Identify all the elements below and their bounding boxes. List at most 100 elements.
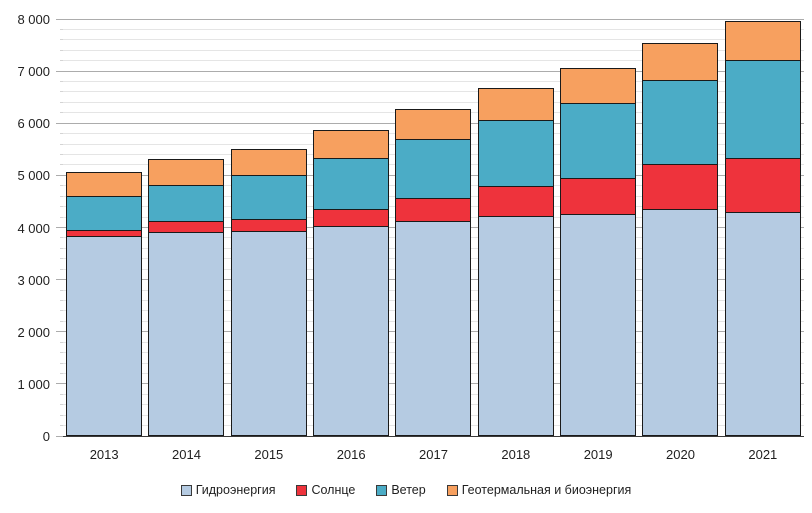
major-tick-0 <box>56 435 63 437</box>
minor-tick-6200 <box>59 112 63 114</box>
minor-tick-5400 <box>59 154 63 156</box>
x-axis-label-2018: 2018 <box>501 447 531 462</box>
minor-gridline-6400 <box>63 101 804 103</box>
minor-tick-4600 <box>59 195 63 197</box>
y-axis-label-4000: 4 000 <box>17 220 50 236</box>
y-axis-label-8000: 8 000 <box>17 12 50 27</box>
x-axis-label-2015: 2015 <box>254 447 284 462</box>
major-tick-3000 <box>56 279 63 281</box>
y-axis-label-7000: 7 000 <box>17 64 50 80</box>
bar-2017 <box>395 108 472 436</box>
x-axis-label-2013: 2013 <box>89 447 119 462</box>
major-tick-8000 <box>56 18 63 20</box>
bar-segment-hydro-2021 <box>724 212 801 436</box>
bar-segment-hydro-2017 <box>395 221 472 436</box>
x-axis-label-2014: 2014 <box>172 447 201 462</box>
bar-segment-geo-bio-2021 <box>724 20 801 61</box>
plot-area <box>56 18 804 437</box>
minor-gridline-7600 <box>63 39 804 41</box>
major-tick-1000 <box>56 383 63 385</box>
minor-tick-3800 <box>59 237 63 239</box>
bar-2018 <box>477 88 554 436</box>
minor-gridline-7200 <box>63 60 804 62</box>
bar-segment-hydro-2016 <box>313 227 390 436</box>
minor-gridline-6800 <box>63 81 804 83</box>
legend-label-geo-bio: Геотермальная и биоэнергия <box>461 483 632 497</box>
x-axis-label-2020: 2020 <box>666 447 695 462</box>
minor-tick-6800 <box>59 81 63 83</box>
minor-tick-600 <box>59 404 63 406</box>
bar-segment-wind-2017 <box>395 140 472 200</box>
bar-segment-solar-2018 <box>477 186 554 217</box>
bar-segment-solar-2013 <box>66 230 143 238</box>
legend-swatch-hydro <box>180 484 192 496</box>
bar-segment-geo-bio-2020 <box>642 43 719 81</box>
bar-segment-wind-2013 <box>66 197 143 231</box>
major-tick-2000 <box>56 331 63 333</box>
bar-segment-solar-2015 <box>230 219 307 233</box>
bar-segment-wind-2019 <box>560 104 637 179</box>
minor-tick-1200 <box>59 372 63 374</box>
bar-2015 <box>230 148 307 436</box>
bar-2021 <box>724 20 801 436</box>
bar-segment-hydro-2014 <box>148 232 225 436</box>
minor-tick-2400 <box>59 310 63 312</box>
minor-tick-7600 <box>59 39 63 41</box>
minor-tick-5800 <box>59 133 63 135</box>
minor-tick-5200 <box>59 164 63 166</box>
legend-item-wind: Ветер <box>376 483 426 497</box>
y-axis-label-1000: 1 000 <box>17 376 50 392</box>
major-tick-7000 <box>56 70 63 72</box>
bar-segment-geo-bio-2019 <box>560 68 637 104</box>
y-axis-label-0: 0 <box>42 429 50 444</box>
major-gridline-7000 <box>63 70 804 72</box>
minor-tick-2800 <box>59 289 63 291</box>
minor-tick-5600 <box>59 143 63 145</box>
legend-label-solar: Солнце <box>311 483 356 497</box>
bar-segment-hydro-2020 <box>642 209 719 436</box>
major-gridline-8000 <box>63 18 804 20</box>
bar-segment-wind-2015 <box>230 176 307 220</box>
minor-tick-4400 <box>59 206 63 208</box>
legend-item-hydro: Гидроэнергия <box>180 483 276 497</box>
bar-segment-hydro-2018 <box>477 216 554 436</box>
minor-tick-2200 <box>59 320 63 322</box>
bar-segment-wind-2020 <box>642 80 719 166</box>
bar-segment-wind-2016 <box>313 158 390 210</box>
legend-swatch-geo-bio <box>446 484 458 496</box>
legend-swatch-wind <box>376 484 388 496</box>
minor-tick-800 <box>59 393 63 395</box>
bar-segment-solar-2016 <box>313 209 390 228</box>
bar-segment-hydro-2019 <box>560 215 637 436</box>
minor-tick-1800 <box>59 341 63 343</box>
minor-tick-1400 <box>59 362 63 364</box>
y-axis-label-6000: 6 000 <box>17 116 50 132</box>
minor-tick-6400 <box>59 101 63 103</box>
minor-tick-3400 <box>59 258 63 260</box>
minor-tick-7400 <box>59 49 63 51</box>
bar-segment-solar-2019 <box>560 178 637 216</box>
bar-segment-wind-2021 <box>724 60 801 159</box>
bar-segment-hydro-2013 <box>66 237 143 436</box>
bar-segment-solar-2014 <box>148 222 225 233</box>
bar-segment-solar-2017 <box>395 199 472 222</box>
minor-tick-4800 <box>59 185 63 187</box>
bar-2020 <box>642 43 719 436</box>
bar-segment-solar-2021 <box>724 158 801 213</box>
legend-swatch-solar <box>296 484 308 496</box>
legend-label-hydro: Гидроэнергия <box>195 483 276 497</box>
bar-2019 <box>560 68 637 436</box>
bar-2013 <box>66 171 143 436</box>
bar-segment-geo-bio-2016 <box>313 129 390 159</box>
minor-tick-3600 <box>59 247 63 249</box>
bar-segment-solar-2020 <box>642 165 719 210</box>
minor-tick-1600 <box>59 352 63 354</box>
major-tick-5000 <box>56 174 63 176</box>
y-axis-label-3000: 3 000 <box>17 272 50 288</box>
bar-segment-wind-2018 <box>477 120 554 187</box>
legend: Гидроэнергия Солнце Ветер Геотермальная и б… <box>0 483 812 497</box>
legend-label-wind: Ветер <box>391 483 426 497</box>
x-axis-label-2019: 2019 <box>583 447 613 462</box>
y-axis-label-5000: 5 000 <box>17 168 50 184</box>
bar-2016 <box>313 129 390 436</box>
